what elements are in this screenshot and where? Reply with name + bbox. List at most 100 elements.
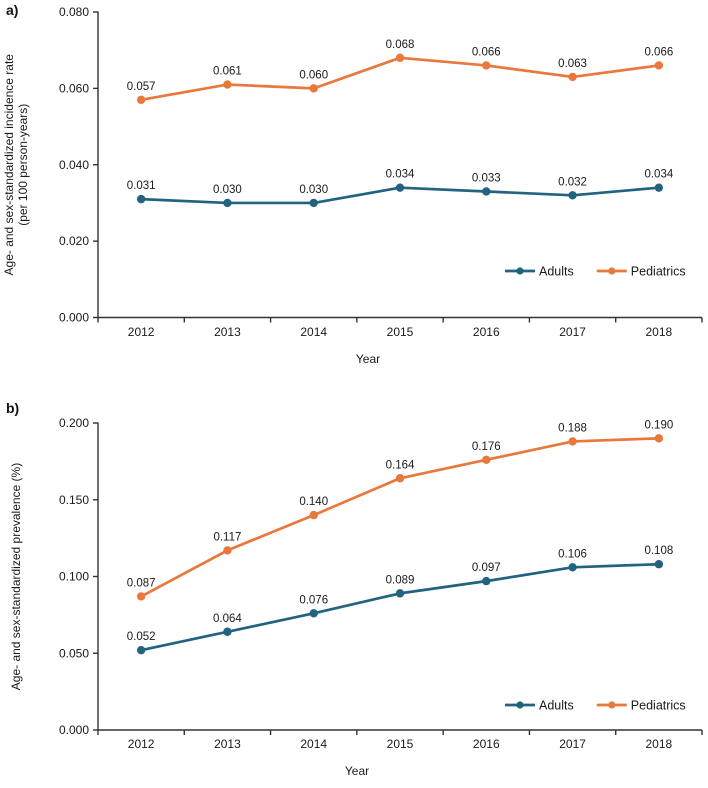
data-label-pediatrics: 0.164 [386, 459, 415, 471]
data-point-adults [309, 609, 318, 618]
data-point-adults [654, 183, 664, 192]
data-label-pediatrics: 0.068 [386, 39, 415, 51]
data-label-pediatrics: 0.190 [644, 419, 673, 431]
data-point-adults [568, 563, 577, 572]
data-point-pediatrics [654, 61, 664, 70]
data-label-pediatrics: 0.140 [299, 496, 328, 508]
x-tick-label: 2016 [473, 325, 500, 339]
data-point-adults [482, 576, 491, 586]
y-tick-label: 0.080 [59, 5, 89, 19]
y-axis-title: Age- and sex-standardized prevalence (%) [9, 463, 23, 690]
data-label-adults: 0.034 [644, 169, 673, 181]
data-point-pediatrics [482, 61, 491, 70]
panel-b-label: b) [6, 400, 20, 416]
data-label-pediatrics: 0.060 [299, 69, 328, 81]
data-label-pediatrics: 0.066 [644, 46, 673, 58]
x-tick-label: 2012 [128, 325, 155, 339]
data-point-adults [568, 191, 577, 200]
legend-label-pediatrics: Pediatrics [631, 265, 686, 279]
data-label-adults: 0.034 [386, 169, 415, 181]
panel-a-label: a) [6, 2, 19, 18]
data-point-pediatrics [395, 474, 405, 483]
x-tick-label: 2014 [300, 737, 327, 751]
data-label-pediatrics: 0.061 [213, 66, 242, 78]
y-tick-label: 0.100 [59, 570, 89, 584]
data-label-pediatrics: 0.188 [558, 422, 587, 434]
data-point-adults [309, 198, 318, 208]
data-label-adults: 0.030 [299, 184, 328, 196]
data-point-adults [136, 645, 146, 655]
x-tick-label: 2015 [387, 325, 414, 339]
x-axis-title: Year [356, 352, 380, 366]
x-tick-label: 2012 [128, 737, 155, 751]
data-label-adults: 0.089 [386, 574, 415, 586]
data-point-pediatrics [223, 80, 232, 89]
legend-marker-pediatrics [608, 267, 616, 275]
data-point-pediatrics [482, 455, 491, 465]
x-axis-title: Year [345, 764, 369, 778]
data-label-pediatrics: 0.057 [127, 81, 156, 93]
data-point-pediatrics [136, 592, 146, 601]
data-label-adults: 0.108 [644, 545, 673, 557]
data-label-adults: 0.033 [472, 172, 501, 184]
y-tick-label: 0.020 [59, 234, 89, 248]
panel-a: a) 0.000 0.020 0.040 0.060 0.080 2012 2013 2014… [2, 2, 703, 366]
data-label-adults: 0.052 [127, 631, 156, 643]
y-tick-label: 0.040 [59, 158, 89, 172]
data-label-adults: 0.097 [472, 562, 501, 574]
x-tick-label: 2018 [646, 737, 673, 751]
data-point-adults [654, 560, 664, 569]
data-point-adults [136, 194, 146, 204]
data-point-adults [482, 187, 491, 196]
data-label-pediatrics: 0.063 [558, 58, 587, 70]
data-point-pediatrics [568, 437, 577, 446]
y-axis-title: Age- and sex-standardized incidence rate [2, 54, 16, 276]
panel-b: b) 0.000 0.050 0.100 0.150 0.200 2012 2013 2014… [0, 394, 708, 788]
legend-label-pediatrics: Pediatrics [631, 699, 686, 713]
y-tick-label: 0.000 [59, 311, 89, 325]
data-point-adults [395, 589, 405, 598]
legend-marker-adults [516, 701, 524, 709]
x-tick-label: 2016 [473, 737, 500, 751]
data-label-adults: 0.106 [558, 548, 587, 560]
data-point-adults [223, 627, 232, 636]
x-tick-label: 2017 [559, 325, 586, 339]
data-point-pediatrics [223, 546, 232, 555]
data-label-adults: 0.032 [558, 176, 587, 188]
legend-marker-pediatrics [608, 701, 616, 709]
x-tick-label: 2014 [300, 325, 327, 339]
legend-marker-adults [516, 267, 524, 275]
data-point-pediatrics [309, 510, 318, 520]
x-tick-label: 2015 [387, 737, 414, 751]
data-label-pediatrics: 0.117 [213, 531, 241, 543]
data-point-pediatrics [654, 434, 664, 443]
data-label-adults: 0.064 [213, 613, 242, 625]
chart-b-prevalence: 0.000 0.050 0.100 0.150 0.200 2012 2013 2014 201… [9, 416, 703, 778]
legend-label-adults: Adults [539, 265, 574, 279]
x-tick-label: 2018 [646, 325, 673, 339]
legend-label-adults: Adults [539, 699, 574, 713]
y-tick-label: 0.000 [59, 723, 89, 737]
chart-a-incidence: 0.000 0.020 0.040 0.060 0.080 2012 2013 2014 201… [2, 5, 703, 366]
data-label-adults: 0.030 [213, 184, 242, 196]
y-tick-label: 0.050 [59, 646, 89, 660]
data-point-adults [395, 183, 405, 192]
data-label-adults: 0.076 [299, 594, 328, 606]
data-label-adults: 0.031 [127, 180, 156, 192]
y-tick-label: 0.060 [59, 81, 89, 95]
x-tick-label: 2013 [214, 325, 241, 339]
data-label-pediatrics: 0.066 [472, 46, 501, 58]
data-point-pediatrics [568, 72, 577, 82]
y-tick-label: 0.200 [59, 416, 89, 430]
data-point-pediatrics [395, 53, 405, 63]
data-point-adults [223, 198, 232, 208]
x-tick-label: 2013 [214, 737, 241, 751]
data-label-pediatrics: 0.176 [472, 441, 501, 453]
y-axis-title: (per 100 person-years) [16, 104, 30, 226]
y-tick-label: 0.150 [59, 493, 89, 507]
x-tick-label: 2017 [559, 737, 586, 751]
data-point-pediatrics [136, 95, 146, 105]
data-point-pediatrics [309, 84, 318, 93]
data-label-pediatrics: 0.087 [127, 577, 156, 589]
